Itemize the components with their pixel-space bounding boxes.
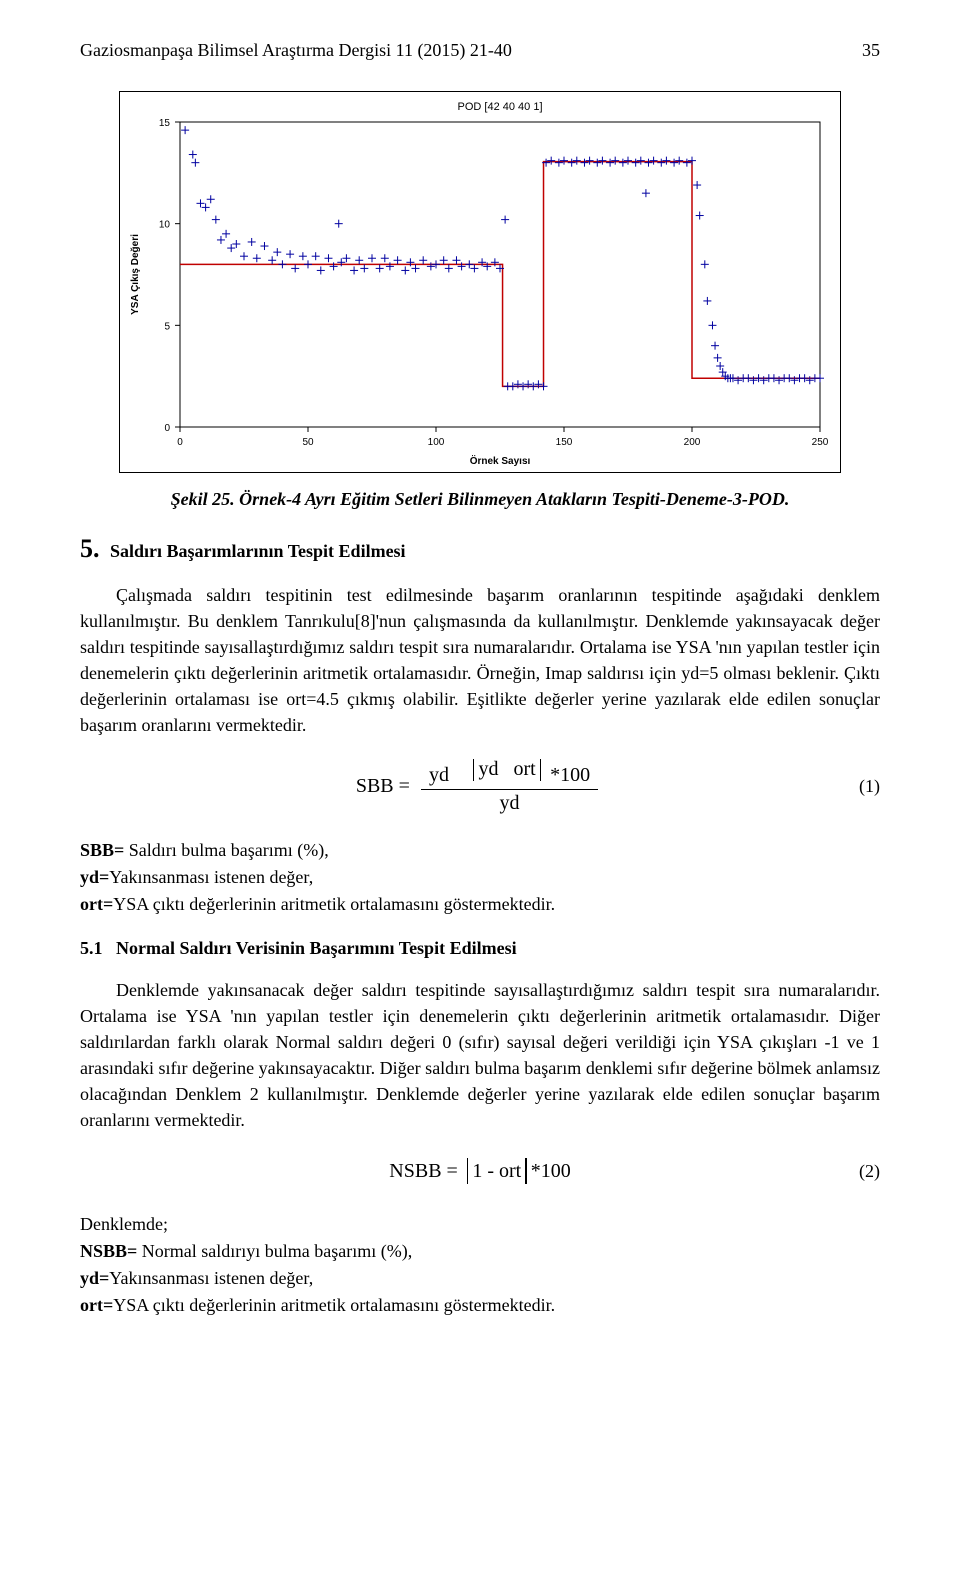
eq2-equals: =	[442, 1160, 463, 1183]
def-yd-text: Yakınsanması istenen değer,	[109, 867, 313, 887]
svg-text:50: 50	[302, 437, 314, 448]
eq1-num-yd2: yd	[478, 758, 498, 781]
eq2-inner-right: ort	[499, 1160, 521, 1183]
def-nsbb-text: Normal saldırıyı bulma başarımı (%),	[137, 1241, 412, 1261]
def2-ort-label: ort=	[80, 1295, 113, 1315]
def-yd-label: yd=	[80, 867, 109, 887]
def-sbb-text: Saldırı bulma başarımı (%),	[124, 840, 328, 860]
def-sbb-label: SBB=	[80, 840, 124, 860]
equation-1: SBB = yd yd ort *100 yd (1)	[80, 757, 880, 817]
page-header: Gaziosmanpaşa Bilimsel Araştırma Dergisi…	[80, 40, 880, 61]
def-ort-label: ort=	[80, 894, 113, 914]
definitions-2: Denklemde; NSBB= Normal saldırıyı bulma …	[80, 1211, 880, 1319]
def2-yd-label: yd=	[80, 1268, 109, 1288]
def-nsbb-label: NSBB=	[80, 1241, 137, 1261]
section-5-1-paragraph: Denklemde yakınsanacak değer saldırı tes…	[80, 977, 880, 1134]
figure-caption: Şekil 25. Örnek-4 Ayrı Eğitim Setleri Bi…	[80, 489, 880, 510]
svg-text:15: 15	[159, 118, 171, 129]
svg-text:150: 150	[556, 437, 573, 448]
eq1-mult: *100	[550, 764, 590, 786]
def2-pre: Denklemde;	[80, 1211, 880, 1238]
def2-yd-text: Yakınsanması istenen değer,	[109, 1268, 313, 1288]
eq2-tag: (2)	[859, 1161, 880, 1182]
chart-svg: 0 50 100 150 200 250 0 5 10 15 Örnek Sayısı YSA Çık…	[120, 92, 840, 472]
svg-text:200: 200	[684, 437, 701, 448]
eq1-equals: =	[394, 775, 415, 798]
eq1-num-yd1: yd	[429, 764, 449, 786]
eq1-fraction: yd yd ort *100 yd	[421, 759, 598, 815]
def-ort-text: YSA çıktı değerlerinin aritmetik ortalam…	[113, 894, 555, 914]
svg-text:5: 5	[164, 321, 170, 332]
eq2-mult: *100	[531, 1160, 571, 1183]
eq1-tag: (1)	[859, 776, 880, 797]
eq1-lhs: SBB	[356, 775, 394, 798]
section-number: 5.	[80, 534, 100, 563]
subsection-title: Normal Saldırı Verisinin Başarımını Tesp…	[116, 938, 517, 958]
svg-text:10: 10	[159, 220, 171, 231]
subsection-number: 5.1	[80, 938, 103, 958]
svg-text:250: 250	[812, 437, 829, 448]
svg-text:0: 0	[164, 423, 170, 434]
section-title: Saldırı Başarımlarının Tespit Edilmesi	[110, 541, 406, 561]
svg-text:YSA Çıkış Değeri: YSA Çıkış Değeri	[130, 234, 141, 315]
equation-2: NSBB = 1 - ort *100 (2)	[80, 1151, 880, 1191]
eq2-inner-left: 1 -	[472, 1160, 494, 1183]
def2-ort-text: YSA çıktı değerlerinin aritmetik ortalam…	[113, 1295, 555, 1315]
figure-pod-chart: 0 50 100 150 200 250 0 5 10 15 Örnek Sayısı YSA Çık…	[119, 91, 841, 473]
eq1-num-ort: ort	[513, 758, 535, 781]
page-number: 35	[862, 40, 880, 61]
eq2-lhs: NSBB	[389, 1160, 441, 1183]
definitions-1: SBB= Saldırı bulma başarımı (%), yd=Yakı…	[80, 837, 880, 918]
eq1-den: yd	[421, 790, 598, 815]
svg-text:Örnek Sayısı: Örnek Sayısı	[470, 454, 531, 467]
svg-text:100: 100	[428, 437, 445, 448]
section-5-heading: 5. Saldırı Başarımlarının Tespit Edilmes…	[80, 534, 880, 564]
svg-text:POD [42 40 40 1]: POD [42 40 40 1]	[458, 101, 543, 113]
section-5-paragraph: Çalışmada saldırı tespitinin test edilme…	[80, 582, 880, 739]
svg-text:0: 0	[177, 437, 183, 448]
section-5-1-heading: 5.1 Normal Saldırı Verisinin Başarımını …	[80, 938, 880, 959]
journal-title: Gaziosmanpaşa Bilimsel Araştırma Dergisi…	[80, 40, 512, 61]
